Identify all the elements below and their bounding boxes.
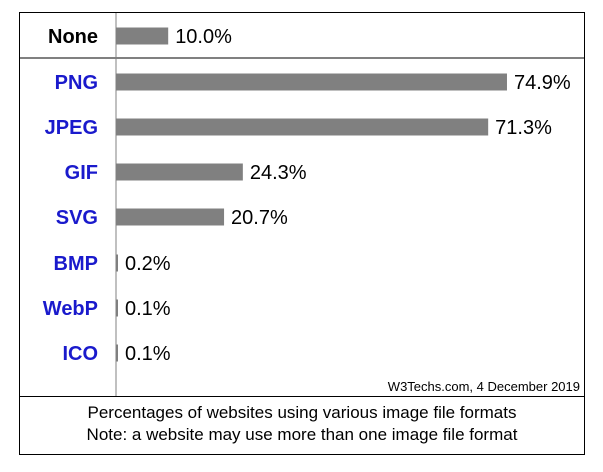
caption-line-1: Percentages of websites using various im…	[87, 403, 517, 422]
value-label-none: 10.0%	[175, 26, 232, 48]
value-label-png: 74.9%	[514, 72, 571, 94]
category-label-webp: WebP	[43, 298, 98, 320]
category-label-bmp: BMP	[54, 253, 98, 275]
bar-svg	[116, 208, 225, 226]
source-note: W3Techs.com, 4 December 2019	[388, 379, 580, 394]
bar-bmp	[116, 254, 118, 272]
bar-jpeg	[116, 118, 489, 136]
bar-webp	[116, 299, 118, 317]
category-label-jpeg: JPEG	[45, 117, 98, 139]
category-label-gif: GIF	[65, 162, 98, 184]
value-label-gif: 24.3%	[250, 162, 307, 184]
value-label-jpeg: 71.3%	[495, 117, 552, 139]
category-label-svg: SVG	[56, 207, 98, 229]
bar-ico	[116, 344, 118, 362]
bar-gif	[116, 163, 243, 181]
category-label-ico: ICO	[62, 343, 98, 365]
value-label-svg: 20.7%	[231, 207, 288, 229]
chart-caption: Percentages of websites using various im…	[20, 396, 584, 454]
category-label-png: PNG	[55, 72, 98, 94]
category-label-none: None	[48, 26, 98, 48]
value-label-webp: 0.1%	[125, 298, 171, 320]
bar-png	[116, 73, 507, 91]
value-label-bmp: 0.2%	[125, 253, 171, 275]
value-label-ico: 0.1%	[125, 343, 171, 365]
caption-line-2: Note: a website may use more than one im…	[86, 425, 518, 444]
bar-none	[116, 27, 169, 45]
